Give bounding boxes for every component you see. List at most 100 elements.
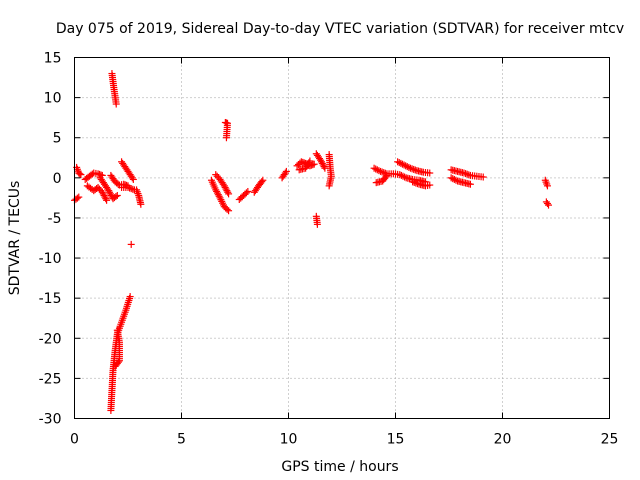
- data-point: [126, 293, 134, 301]
- data-point: [221, 183, 229, 191]
- data-point: [409, 178, 417, 186]
- data-point: [98, 188, 106, 196]
- data-point: [124, 183, 132, 191]
- y-tick-label: 15: [44, 51, 62, 67]
- y-axis-ticks: -30 -25 -20 -15 -10 -5 0 5 10 15: [39, 51, 610, 428]
- data-point: [372, 165, 380, 173]
- data-point: [408, 165, 416, 173]
- data-point: [397, 159, 405, 167]
- data-point: [223, 187, 231, 195]
- x-axis-label: GPS time / hours: [281, 459, 398, 475]
- data-point: [452, 176, 460, 184]
- data-point: [450, 175, 458, 183]
- data-point: [213, 187, 221, 195]
- data-point: [114, 358, 122, 366]
- data-point: [397, 171, 405, 179]
- x-tick-label: 25: [601, 432, 619, 448]
- data-point: [75, 193, 83, 201]
- data-point: [426, 181, 434, 189]
- data-point: [463, 170, 471, 178]
- data-point: [99, 190, 107, 198]
- data-point: [317, 156, 325, 164]
- data-point: [215, 192, 223, 200]
- data-point: [103, 196, 111, 204]
- x-tick-label: 0: [70, 432, 79, 448]
- data-point: [406, 164, 414, 172]
- data-point: [213, 189, 221, 197]
- data-point: [129, 185, 137, 193]
- data-point: [399, 172, 407, 180]
- data-point: [375, 167, 383, 175]
- data-point: [76, 170, 84, 178]
- x-tick-label: 5: [177, 432, 186, 448]
- data-point: [383, 171, 391, 179]
- data-point: [306, 157, 314, 165]
- x-tick-label: 10: [280, 432, 298, 448]
- y-tick-label: -15: [39, 291, 62, 307]
- data-point: [382, 173, 390, 181]
- chart-title: Day 075 of 2019, Sidereal Day-to-day VTE…: [56, 21, 624, 37]
- data-point: [426, 169, 434, 177]
- data-point: [411, 166, 419, 174]
- data-point: [224, 188, 232, 196]
- x-tick-label: 20: [494, 432, 512, 448]
- data-point: [310, 160, 318, 168]
- data-point: [545, 201, 553, 209]
- data-point: [127, 185, 135, 193]
- data-point: [543, 200, 551, 208]
- data-point: [410, 178, 418, 186]
- data-point: [106, 190, 114, 198]
- y-axis-label: SDTVAR / TECUs: [7, 181, 23, 296]
- data-point: [281, 169, 289, 177]
- y-tick-label: 5: [53, 131, 62, 147]
- data-point: [378, 168, 386, 176]
- data-point: [220, 182, 228, 190]
- data-point: [402, 162, 410, 170]
- data-point: [102, 195, 110, 203]
- data-point: [113, 326, 121, 334]
- data-point: [449, 175, 457, 183]
- data-point: [320, 163, 328, 171]
- data-point: [225, 190, 233, 198]
- data-points: [71, 70, 553, 414]
- data-point: [413, 180, 421, 188]
- data-point: [412, 179, 420, 187]
- data-point: [214, 191, 222, 199]
- data-point: [319, 161, 327, 169]
- data-point: [398, 160, 406, 168]
- data-point: [479, 173, 487, 181]
- data-point: [77, 171, 85, 179]
- y-tick-label: 10: [44, 91, 62, 107]
- data-point: [410, 165, 418, 173]
- data-point: [325, 182, 333, 190]
- data-point: [282, 167, 290, 175]
- y-tick-label: -25: [39, 371, 62, 387]
- data-point: [460, 169, 468, 177]
- data-point: [313, 220, 321, 228]
- data-point: [462, 170, 470, 178]
- data-point: [113, 191, 121, 199]
- data-point: [126, 184, 134, 192]
- data-point: [112, 100, 120, 108]
- data-point: [400, 161, 408, 169]
- data-point: [543, 182, 551, 190]
- data-point: [466, 180, 474, 188]
- data-point: [244, 187, 252, 195]
- data-point: [396, 171, 404, 179]
- data-point: [106, 188, 114, 196]
- data-point: [259, 176, 267, 184]
- data-point: [127, 240, 135, 248]
- data-point: [128, 174, 136, 182]
- data-point: [222, 185, 230, 193]
- data-point: [403, 163, 411, 171]
- y-tick-label: -5: [48, 211, 62, 227]
- data-point: [225, 207, 233, 215]
- grid-lines: [74, 57, 610, 419]
- data-point: [129, 175, 137, 183]
- data-point: [405, 163, 413, 171]
- data-point: [377, 167, 385, 175]
- data-point: [394, 158, 402, 166]
- data-point: [105, 187, 113, 195]
- data-point: [401, 173, 409, 181]
